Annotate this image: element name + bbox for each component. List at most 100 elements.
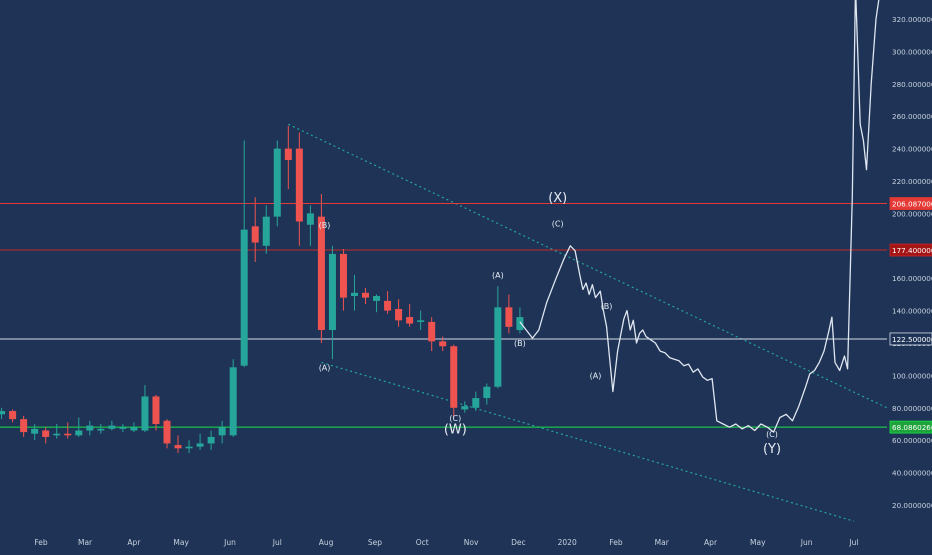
level-label-text: 122.50000000 (892, 335, 932, 344)
candle-8[interactable] (86, 420, 94, 436)
y-tick-9: 200.00000000 (892, 209, 932, 218)
candle-40[interactable] (439, 336, 447, 352)
candle-33[interactable] (362, 287, 370, 305)
candle-44[interactable] (483, 383, 491, 405)
candle-10[interactable] (108, 420, 116, 431)
projection-line[interactable] (519, 0, 881, 433)
candle-45[interactable] (494, 286, 502, 389)
candle-9[interactable] (97, 424, 105, 434)
x-tick-3: May (173, 538, 189, 547)
level-label-bg (889, 243, 932, 257)
candle-body (229, 367, 237, 436)
candle-26[interactable] (284, 125, 292, 190)
y-axis[interactable]: 20.00000000 40.00000000 60.00000000 80.0000… (892, 15, 932, 510)
candle-11[interactable] (119, 424, 127, 433)
candle-22[interactable] (240, 140, 248, 368)
candle-2[interactable] (20, 415, 28, 437)
wave-label-3: (W) (444, 423, 467, 438)
candle-body (196, 443, 204, 447)
candle-38[interactable] (417, 310, 425, 331)
wave-label-7: (C) (552, 219, 564, 228)
x-tick-7: Sep (368, 538, 382, 547)
candle-19[interactable] (207, 430, 215, 450)
candle-6[interactable] (64, 422, 72, 439)
wave-label-2: (C) (449, 414, 461, 423)
candle-body (461, 406, 469, 410)
trend-line-0[interactable] (288, 123, 887, 409)
level-label-0: 206.08700000 (889, 197, 932, 210)
level-labels: 206.08700000 177.40000000 122.50000000 68.0… (889, 197, 932, 434)
x-axis[interactable]: Feb Mar Apr May Jun Jul Aug Sep Oct Nov Dec 2020 Feb… (34, 538, 858, 547)
candle-17[interactable] (185, 440, 193, 454)
candle-body (417, 320, 425, 322)
x-tick-8: Oct (416, 538, 429, 547)
candle-body (86, 425, 94, 431)
candle-32[interactable] (350, 274, 358, 311)
candle-21[interactable] (229, 359, 237, 437)
level-label-text: 206.08700000 (892, 200, 932, 209)
candle-5[interactable] (53, 424, 61, 439)
candle-body (240, 229, 248, 366)
candle-12[interactable] (130, 422, 138, 433)
candle-body (350, 292, 358, 297)
candle-34[interactable] (373, 294, 381, 313)
candle-body (505, 307, 513, 327)
candle-24[interactable] (262, 205, 270, 254)
candle-41[interactable] (450, 344, 458, 418)
candle-39[interactable] (428, 317, 436, 352)
candle-25[interactable] (273, 140, 281, 227)
candle-body (373, 296, 381, 301)
candle-body (406, 317, 414, 324)
x-tick-13: Mar (655, 538, 670, 547)
candle-4[interactable] (42, 427, 50, 444)
candle-body (75, 430, 83, 436)
y-tick-13: 280.00000000 (892, 80, 932, 89)
candle-14[interactable] (152, 394, 160, 431)
x-tick-17: Jul (848, 538, 858, 547)
candle-0[interactable] (0, 407, 6, 420)
wave-label-4: (A) (492, 271, 504, 280)
candle-31[interactable] (339, 249, 347, 311)
candle-35[interactable] (384, 291, 392, 314)
candle-16[interactable] (174, 435, 182, 454)
candle-36[interactable] (395, 299, 403, 327)
candle-13[interactable] (141, 385, 149, 433)
candle-body (516, 317, 524, 331)
x-tick-15: May (750, 538, 766, 547)
wave-label-9: (A) (590, 372, 602, 381)
y-tick-3: 80.00000000 (892, 404, 932, 413)
x-tick-9: Nov (464, 538, 479, 547)
candle-27[interactable] (295, 132, 303, 246)
candle-43[interactable] (472, 391, 480, 412)
candle-18[interactable] (196, 433, 204, 450)
candle-7[interactable] (75, 417, 83, 437)
y-tick-7: 160.00000000 (892, 274, 932, 283)
candle-body (328, 253, 336, 331)
candle-29[interactable] (317, 193, 325, 343)
y-tick-6: 140.00000000 (892, 307, 932, 316)
candle-23[interactable] (251, 197, 259, 262)
wave-label-8: (B) (601, 302, 613, 311)
candle-body (108, 425, 116, 429)
candle-body (218, 427, 226, 436)
candle-3[interactable] (31, 424, 39, 441)
candle-37[interactable] (406, 304, 414, 327)
candle-15[interactable] (163, 419, 171, 449)
candle-body (42, 430, 50, 437)
candle-body (483, 386, 491, 399)
candle-1[interactable] (9, 409, 17, 423)
level-label-bg (889, 197, 932, 210)
wave-label-1: (A) (319, 364, 331, 373)
candle-42[interactable] (461, 401, 469, 413)
x-tick-12: Feb (609, 538, 623, 547)
candle-28[interactable] (306, 205, 314, 246)
candle-20[interactable] (218, 420, 226, 444)
candle-30[interactable] (328, 245, 336, 360)
candle-47[interactable] (516, 307, 524, 334)
candle-46[interactable] (505, 294, 513, 334)
wave-label-11: (Y) (763, 442, 781, 457)
projection (519, 0, 881, 433)
